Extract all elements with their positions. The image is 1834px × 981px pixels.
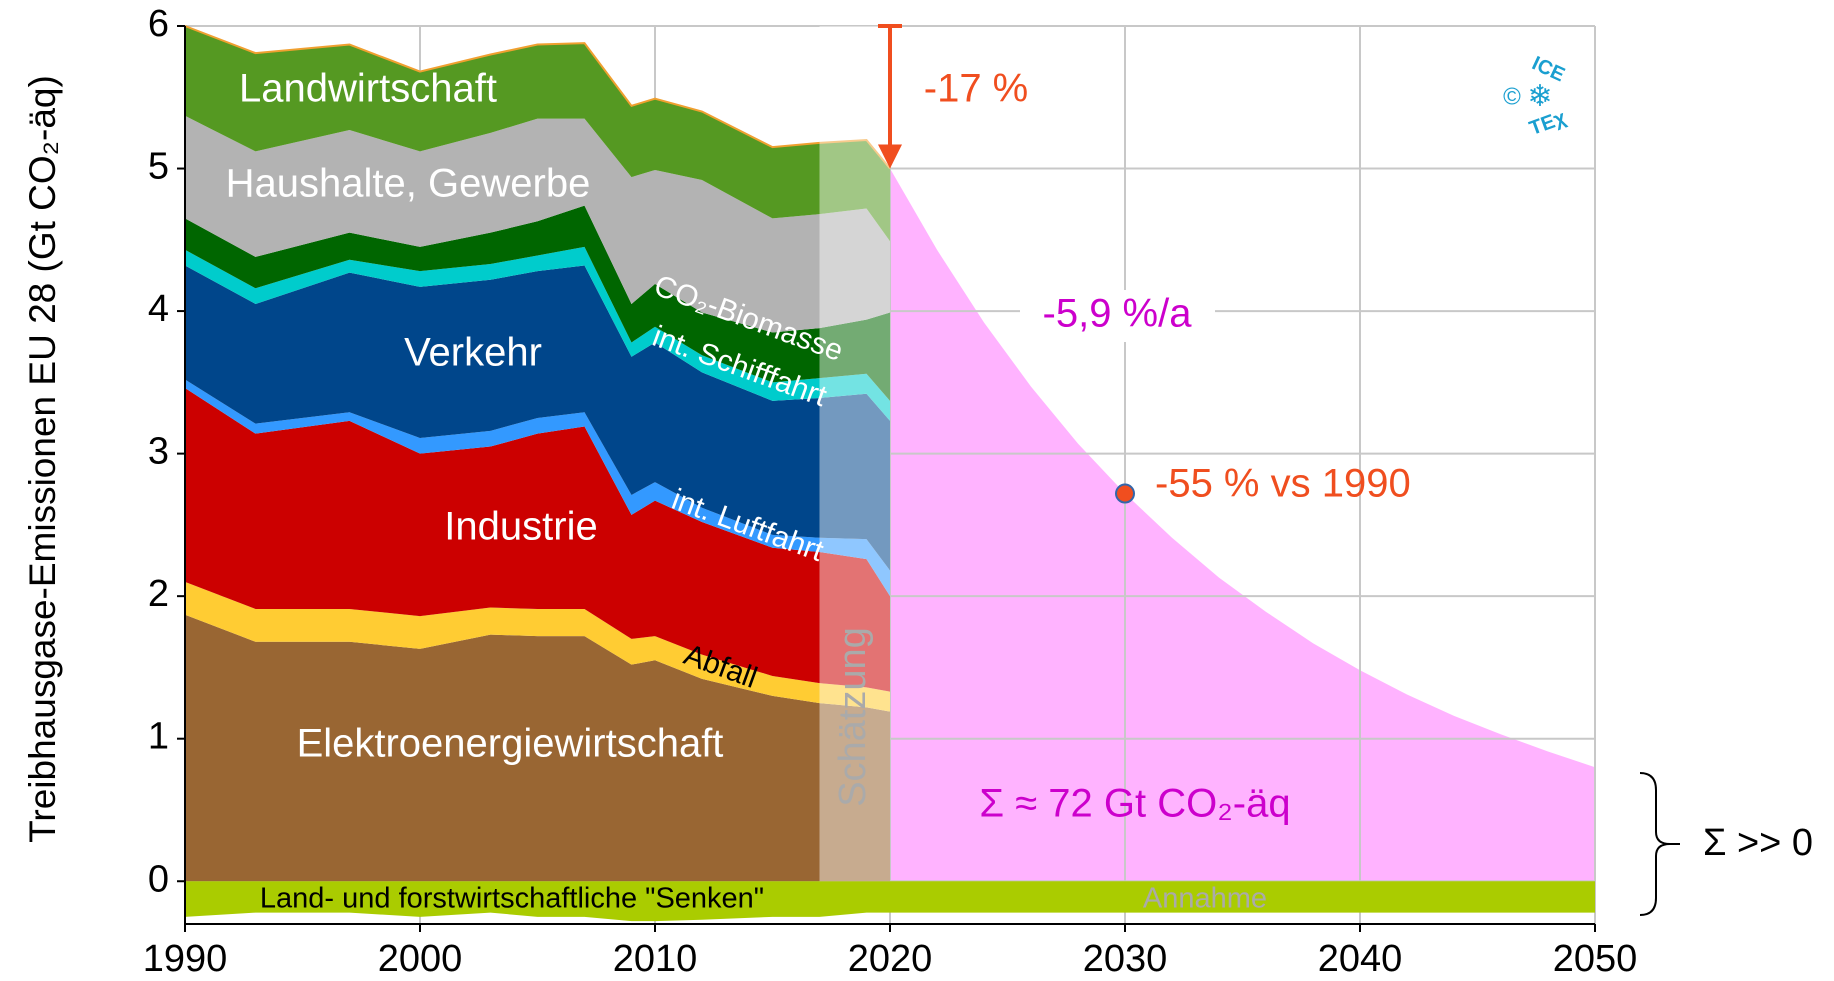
x-tick-label: 2030 — [1083, 938, 1168, 980]
series-label: Elektroenergiewirtschaft — [297, 722, 724, 766]
y-tick-label: 5 — [148, 146, 169, 188]
area-segment — [185, 205, 890, 401]
series-label: Land- und forstwirtschaftliche "Senken" — [260, 883, 764, 915]
area-segment — [185, 26, 890, 242]
x-tick-label: 2000 — [378, 938, 463, 980]
top-outline — [184, 25, 891, 170]
x-tick-label: 2040 — [1318, 938, 1403, 980]
area-segment — [185, 388, 890, 692]
logo-icon: ❄ — [1527, 80, 1552, 113]
y-tick-label: 3 — [148, 431, 169, 473]
y-tick-label: 6 — [148, 3, 169, 45]
area-segment — [185, 265, 890, 571]
annotation: -17 % — [924, 67, 1029, 111]
y-axis-label: Treibhausgase-Emissionen EU 28 (Gt CO₂-ä… — [22, 75, 63, 843]
area-segment — [185, 379, 890, 597]
brace — [1639, 772, 1671, 916]
area-segment — [185, 581, 890, 712]
y-tick-label: 1 — [148, 716, 169, 758]
x-tick-label: 2020 — [848, 938, 933, 980]
x-tick-label: 2050 — [1553, 938, 1638, 980]
area-segment — [185, 614, 890, 882]
annotation: -55 % vs 1990 — [1155, 462, 1411, 506]
y-tick-label: 4 — [148, 288, 169, 330]
assumption-area — [890, 881, 1595, 913]
estimate-overlay — [819, 26, 890, 882]
y-tick-label: 0 — [148, 858, 169, 900]
y-tick-label: 2 — [148, 573, 169, 615]
area-segment — [185, 881, 890, 922]
annotation: -5,9 %/a — [1043, 292, 1193, 336]
x-tick-label: 1990 — [143, 938, 228, 980]
x-tick-label: 2010 — [613, 938, 698, 980]
series-label: Haushalte, Gewerbe — [226, 162, 591, 206]
series-label: Verkehr — [404, 331, 542, 375]
series-label: Landwirtschaft — [239, 67, 497, 111]
annotation: Σ >> 0 — [1703, 822, 1813, 864]
target-point — [1115, 483, 1135, 504]
label-background — [1020, 290, 1215, 342]
logo-text: © — [1503, 83, 1521, 110]
estimate-label: Schätzung — [832, 627, 874, 807]
projection-area — [890, 168, 1595, 882]
assumption-label: Annahme — [1143, 883, 1267, 915]
series-label: Industrie — [444, 505, 597, 549]
area-segment — [185, 115, 890, 333]
annotation: Σ ≈ 72 Gt CO₂-äq — [979, 782, 1290, 826]
reduction-arrow-head — [878, 144, 902, 169]
